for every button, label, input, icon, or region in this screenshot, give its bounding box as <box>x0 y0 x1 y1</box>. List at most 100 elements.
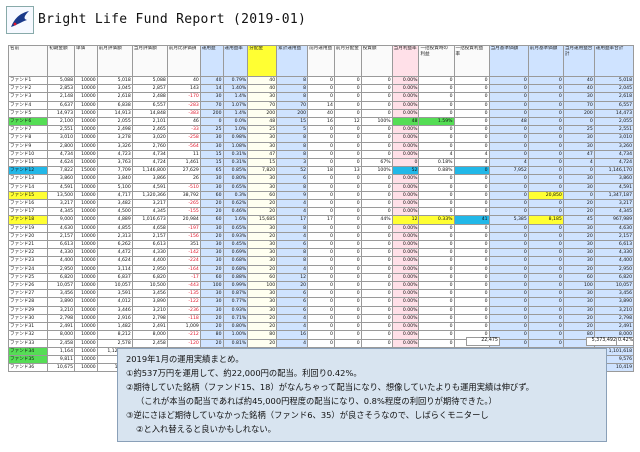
table-cell: 3,866 <box>131 174 168 184</box>
table-cell: 351 <box>166 240 201 250</box>
table-cell: 0.00% <box>391 92 420 102</box>
table-cell: 2,157 <box>131 231 168 242</box>
table-cell: 0 <box>307 248 335 258</box>
table-cell: 0 <box>488 305 529 315</box>
table-cell: 60 <box>562 272 595 283</box>
table-cell: 10000 <box>74 174 98 184</box>
table-cell: 0 <box>418 272 455 283</box>
table-cell: 0 <box>527 174 564 184</box>
table-cell: 0.00% <box>391 100 420 110</box>
fund-name-cell: ファンド33 <box>7 338 49 348</box>
table-cell: 48 <box>391 117 420 127</box>
table-cell: 25 <box>247 125 278 135</box>
table-cell: 40 <box>562 84 595 94</box>
note-line: ②期待していた銘柄（ファンド15、18）がなんちゃって配当になり、想像していたよ… <box>126 382 534 392</box>
table-cell: 0.00% <box>391 149 420 160</box>
table-cell: 3,217 <box>47 199 75 209</box>
table-cell: 0 <box>418 256 455 266</box>
table-cell: 4 <box>276 264 309 274</box>
table-cell: 0 <box>527 305 564 315</box>
table-cell: 30 <box>562 174 595 184</box>
table-cell: 4,345 <box>131 207 168 217</box>
table-cell: 0 <box>418 338 455 348</box>
table-cell: 0 <box>360 108 393 119</box>
table-cell: -155 <box>166 207 201 217</box>
table-cell: 0 <box>360 149 393 160</box>
table-cell: -564 <box>166 141 201 151</box>
table-cell: 30 <box>199 297 224 307</box>
fund-name-cell: ファンド28 <box>7 297 49 307</box>
table-cell: 1,146,170 <box>593 166 635 176</box>
table-cell: 0 <box>360 330 393 340</box>
table-cell: 0 <box>333 338 362 348</box>
table-cell: 0.00% <box>391 338 420 348</box>
table-cell: 0 <box>418 92 455 102</box>
table-cell: 38,792 <box>166 190 201 201</box>
table-cell: -122 <box>166 297 201 307</box>
table-cell: 8,000 <box>131 330 168 340</box>
table-cell: 0 <box>307 84 335 94</box>
table-cell: 0 <box>333 240 362 250</box>
fund-name-cell: ファンド22 <box>7 248 49 258</box>
table-cell: 0 <box>333 125 362 135</box>
table-cell: 10000 <box>74 92 98 102</box>
table-cell: 0 <box>527 330 564 340</box>
table-cell: 0 <box>453 281 490 291</box>
note-line: ②と入れ替えると良いかもしれない。 <box>136 424 276 434</box>
table-cell: 30 <box>199 182 224 192</box>
column-header: 単価 <box>74 45 98 77</box>
table-cell: 5 <box>276 125 309 135</box>
table-cell: 20 <box>247 207 278 217</box>
table-cell: 30 <box>199 248 224 258</box>
table-cell: 8 <box>276 149 309 160</box>
table-cell: 0 <box>307 141 335 151</box>
table-cell: 0 <box>562 190 595 201</box>
table-cell: 2,950 <box>131 264 168 274</box>
table-row: ファンド32 8,000 10000 8,212 8,000 -212 80 1.00% 80 1… <box>7 330 635 340</box>
table-cell: 0 <box>453 240 490 250</box>
table-cell: 20 <box>199 231 224 242</box>
table-cell: 0 <box>360 223 393 233</box>
table-cell: 0.00% <box>391 313 420 324</box>
table-cell: 0 <box>527 199 564 209</box>
table-cell: 2,857 <box>131 84 168 94</box>
table-cell: 0 <box>333 133 362 143</box>
table-cell: 0.87% <box>222 289 249 299</box>
table-cell: 0 <box>333 75 362 86</box>
table-cell: 4,345 <box>593 207 635 217</box>
column-header: 前月運用益 <box>307 45 335 77</box>
table-cell: 0 <box>360 100 393 110</box>
table-cell: 30 <box>562 305 595 315</box>
table-cell: 0.00% <box>391 190 420 201</box>
table-row: ファンド6 2,100 10000 2,055 2,101 46 0 0.0% 48 15 16 12… <box>7 117 635 127</box>
table-cell: 0.45% <box>222 240 249 250</box>
table-cell: 0.00% <box>391 240 420 250</box>
table-cell: 0 <box>307 330 335 340</box>
table-cell: 0 <box>418 133 455 143</box>
fund-name-cell: ファンド14 <box>7 182 49 192</box>
table-cell: -118 <box>166 313 201 324</box>
table-cell: 2,760 <box>131 141 168 151</box>
table-cell: 14 <box>307 100 335 110</box>
table-cell: -17 <box>166 272 201 283</box>
table-cell: 2,618 <box>96 92 133 102</box>
table-cell: 10000 <box>74 330 98 340</box>
table-cell: 0 <box>360 256 393 266</box>
table-cell: 200 <box>247 108 278 119</box>
table-cell: 0 <box>333 100 362 110</box>
table-cell: 0 <box>360 240 393 250</box>
table-cell: 0 <box>418 297 455 307</box>
table-cell: 7,709 <box>96 166 133 176</box>
table-cell: 30 <box>562 92 595 102</box>
table-row: ファンド15 13,500 10000 4,717 1,320,366 38,792 60 0… <box>7 190 635 201</box>
table-cell: 143 <box>166 84 201 94</box>
table-cell: 0 <box>527 281 564 291</box>
table-cell: 20 <box>562 231 595 242</box>
table-cell: 2,458 <box>47 338 75 348</box>
table-cell: 0.81% <box>222 338 249 348</box>
fund-name-cell: ファンド25 <box>7 272 49 283</box>
table-cell: 10000 <box>74 338 98 348</box>
table-cell: 2,916 <box>96 313 133 324</box>
table-cell: 20 <box>247 199 278 209</box>
table-cell: 1,482 <box>96 322 133 332</box>
